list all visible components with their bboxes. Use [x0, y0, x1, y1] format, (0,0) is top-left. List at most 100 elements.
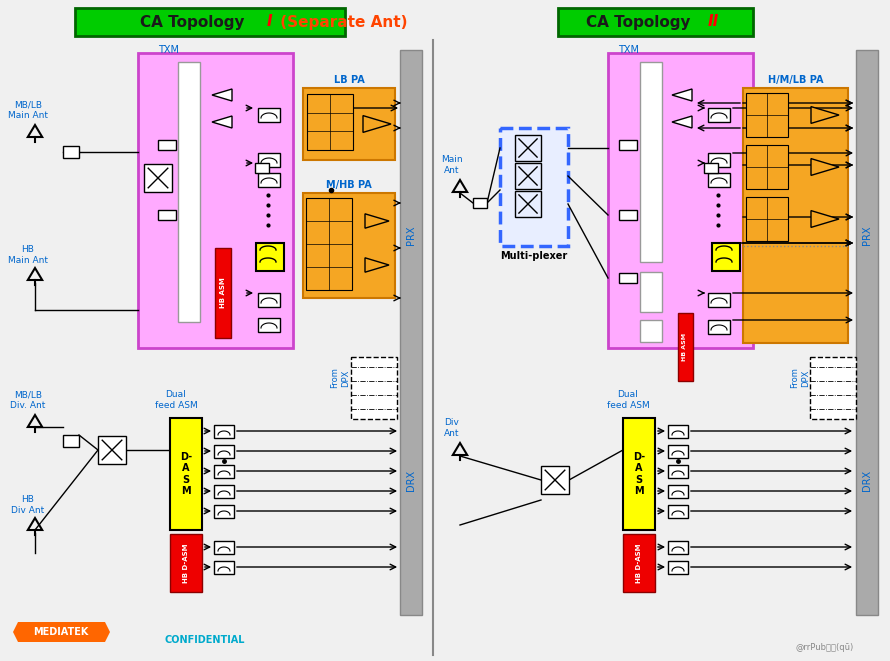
FancyBboxPatch shape: [158, 140, 176, 150]
FancyBboxPatch shape: [515, 135, 541, 161]
FancyBboxPatch shape: [214, 445, 234, 458]
Text: HB ASM: HB ASM: [683, 333, 687, 361]
FancyBboxPatch shape: [214, 425, 234, 438]
FancyBboxPatch shape: [712, 243, 740, 271]
Polygon shape: [811, 211, 839, 227]
Text: D-
A
S
M: D- A S M: [633, 451, 645, 496]
FancyBboxPatch shape: [214, 465, 234, 478]
Text: MEDIATEK: MEDIATEK: [33, 627, 89, 637]
Text: DRX: DRX: [862, 469, 872, 490]
FancyBboxPatch shape: [258, 173, 280, 187]
Text: I: I: [267, 15, 272, 30]
FancyBboxPatch shape: [708, 173, 730, 187]
FancyBboxPatch shape: [98, 436, 126, 464]
Polygon shape: [811, 159, 839, 175]
FancyBboxPatch shape: [704, 163, 718, 173]
FancyBboxPatch shape: [668, 465, 688, 478]
FancyBboxPatch shape: [170, 418, 202, 530]
Text: LB PA: LB PA: [334, 75, 364, 85]
FancyBboxPatch shape: [810, 357, 856, 419]
FancyBboxPatch shape: [640, 62, 662, 262]
FancyBboxPatch shape: [306, 198, 352, 290]
FancyBboxPatch shape: [400, 50, 422, 615]
FancyBboxPatch shape: [708, 320, 730, 334]
FancyBboxPatch shape: [258, 108, 280, 122]
FancyBboxPatch shape: [515, 163, 541, 189]
FancyBboxPatch shape: [214, 505, 234, 518]
Text: HB D-ASM: HB D-ASM: [183, 543, 189, 583]
FancyBboxPatch shape: [558, 8, 753, 36]
Polygon shape: [365, 214, 389, 228]
FancyBboxPatch shape: [256, 243, 284, 271]
FancyBboxPatch shape: [170, 534, 202, 592]
Text: PRX: PRX: [406, 225, 416, 245]
Text: Div
Ant: Div Ant: [444, 418, 460, 438]
Text: Main
Ant: Main Ant: [441, 155, 463, 175]
FancyBboxPatch shape: [746, 93, 788, 137]
FancyBboxPatch shape: [473, 198, 487, 208]
FancyBboxPatch shape: [640, 320, 662, 342]
Polygon shape: [13, 622, 110, 642]
FancyBboxPatch shape: [258, 153, 280, 167]
FancyBboxPatch shape: [214, 541, 234, 554]
Text: HB
Div Ant: HB Div Ant: [12, 495, 45, 515]
Polygon shape: [212, 116, 232, 128]
FancyBboxPatch shape: [303, 88, 395, 160]
FancyBboxPatch shape: [144, 164, 172, 192]
Text: CONFIDENTIAL: CONFIDENTIAL: [165, 635, 246, 645]
FancyBboxPatch shape: [668, 505, 688, 518]
Polygon shape: [212, 89, 232, 101]
FancyBboxPatch shape: [668, 485, 688, 498]
FancyBboxPatch shape: [515, 191, 541, 217]
FancyBboxPatch shape: [541, 466, 569, 494]
Polygon shape: [365, 258, 389, 272]
Text: HB ASM: HB ASM: [220, 278, 226, 309]
Text: From
DPX: From DPX: [330, 368, 350, 389]
Text: HB
Main Ant: HB Main Ant: [8, 245, 48, 264]
FancyBboxPatch shape: [500, 128, 568, 246]
FancyBboxPatch shape: [63, 435, 79, 447]
Text: DRX: DRX: [406, 469, 416, 490]
FancyBboxPatch shape: [75, 8, 345, 36]
FancyBboxPatch shape: [668, 425, 688, 438]
FancyBboxPatch shape: [746, 145, 788, 189]
Text: D-
A
S
M: D- A S M: [180, 451, 192, 496]
Text: H/M/LB PA: H/M/LB PA: [768, 75, 823, 85]
FancyBboxPatch shape: [708, 293, 730, 307]
Text: CA Topology: CA Topology: [586, 15, 696, 30]
Text: HB D-ASM: HB D-ASM: [636, 543, 642, 583]
FancyBboxPatch shape: [138, 53, 293, 348]
FancyBboxPatch shape: [351, 357, 397, 419]
Polygon shape: [363, 116, 391, 132]
FancyBboxPatch shape: [214, 561, 234, 574]
FancyBboxPatch shape: [619, 273, 637, 283]
FancyBboxPatch shape: [258, 318, 280, 332]
Text: Dual
feed ASM: Dual feed ASM: [155, 390, 198, 410]
FancyBboxPatch shape: [856, 50, 878, 615]
FancyBboxPatch shape: [255, 163, 269, 173]
Text: MB/LB
Main Ant: MB/LB Main Ant: [8, 100, 48, 120]
FancyBboxPatch shape: [623, 418, 655, 530]
Text: TXM: TXM: [158, 45, 179, 55]
FancyBboxPatch shape: [746, 197, 788, 241]
FancyBboxPatch shape: [640, 272, 662, 312]
FancyBboxPatch shape: [608, 53, 753, 348]
Text: MB/LB
Div. Ant: MB/LB Div. Ant: [11, 390, 45, 410]
Polygon shape: [811, 106, 839, 124]
Text: Multi-plexer: Multi-plexer: [500, 251, 568, 261]
Text: M/HB PA: M/HB PA: [326, 180, 372, 190]
FancyBboxPatch shape: [303, 193, 395, 298]
FancyBboxPatch shape: [307, 94, 353, 150]
FancyBboxPatch shape: [668, 561, 688, 574]
FancyBboxPatch shape: [63, 146, 79, 158]
FancyBboxPatch shape: [678, 313, 693, 381]
FancyBboxPatch shape: [623, 534, 655, 592]
FancyBboxPatch shape: [258, 293, 280, 307]
FancyBboxPatch shape: [708, 108, 730, 122]
FancyBboxPatch shape: [215, 248, 231, 338]
FancyBboxPatch shape: [178, 62, 200, 322]
FancyBboxPatch shape: [668, 445, 688, 458]
Text: @rrPub社區(qū): @rrPub社區(qū): [796, 644, 854, 652]
FancyBboxPatch shape: [158, 210, 176, 220]
FancyBboxPatch shape: [743, 88, 848, 343]
